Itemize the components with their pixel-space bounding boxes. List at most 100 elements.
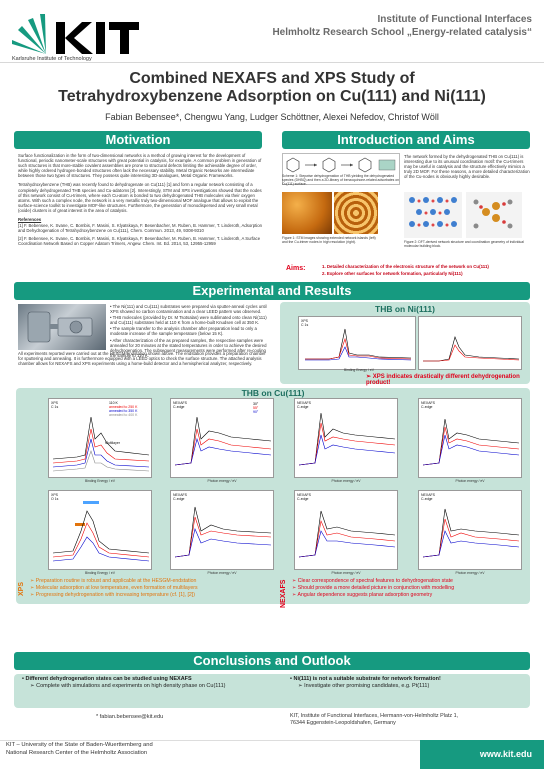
thb-ni-title: THB on Ni(111) bbox=[375, 304, 435, 314]
nexafs-finding-1: ➢ Clear correspondence of spectral featu… bbox=[292, 578, 453, 584]
nexafs-2-xlabel: Photon energy / eV bbox=[331, 479, 361, 483]
legend-350k: annealed to 350 K bbox=[109, 409, 138, 413]
nexafs-graph-2: NEXAFS C-edge bbox=[294, 398, 398, 478]
ni-xps-graph-2 bbox=[418, 316, 522, 370]
aim-1: 1. Detailed characterization of the elec… bbox=[322, 264, 489, 269]
legend-55: 55° bbox=[253, 406, 259, 410]
nexafs-3-label-2: C-edge bbox=[421, 405, 433, 409]
section-header-experimental: Experimental and Results bbox=[14, 282, 530, 300]
nexafs-graph-3: NEXAFS C-edge bbox=[418, 398, 522, 478]
references-heading: References bbox=[18, 217, 42, 223]
exp-bullet-1: • The Ni(111) and Cu(111) substrates wer… bbox=[110, 304, 267, 315]
nexafs-4-curves bbox=[174, 506, 272, 558]
nexafs-3-xlabel: Photon energy / eV bbox=[455, 479, 485, 483]
reference-1: [1] F. Bebensee, K. Svane, C. Bombis, F.… bbox=[18, 223, 263, 234]
legend-30: 30° bbox=[253, 402, 259, 406]
logo-subtitle: Karlsruhe Institute of Technology bbox=[12, 56, 92, 62]
nexafs-6-xlabel: Photon energy / eV bbox=[455, 571, 485, 575]
exp-bullet-3: • The sample transfer to the analysis ch… bbox=[110, 326, 257, 337]
setup-description: All experiments reported were carried ou… bbox=[18, 351, 266, 367]
address-line-1: KIT, Institute of Functional Interfaces,… bbox=[290, 713, 459, 719]
nexafs-3-curves bbox=[422, 418, 520, 466]
ni-xps-curves bbox=[305, 328, 412, 361]
legend-400k: annealed to 400 K bbox=[109, 413, 138, 417]
conclusion-left: • Different dehydrogenation states can b… bbox=[22, 676, 272, 690]
figure-2-caption: Figure 2: DFT-derived network structure … bbox=[404, 240, 524, 248]
thb-cu-title: THB on Cu(111) bbox=[241, 388, 305, 398]
endstation-graphic bbox=[27, 311, 93, 343]
multilayer-annotation: Multilayer bbox=[105, 441, 120, 445]
footer-line-2: National Research Center of the Helmholt… bbox=[6, 749, 148, 756]
xps-finding-1: ➢ Preparation routine is robust and appl… bbox=[30, 578, 197, 584]
nexafs-2-label-1: NEXAFS bbox=[297, 401, 312, 405]
reaction-scheme-graphic bbox=[286, 157, 396, 173]
nexafs-finding-2: ➢ Should provide a more detailed picture… bbox=[292, 585, 455, 591]
cu-xps-c-xlabel: Binding Energy / eV bbox=[85, 479, 115, 483]
bullet-icon: • bbox=[110, 326, 113, 332]
nexafs-finding-3: ➢ Angular dependence suggests planar ads… bbox=[292, 592, 433, 598]
kit-logo: Karlsruhe Institute of Technology bbox=[6, 8, 146, 70]
ni-xps-xlabel: Binding Energy / eV bbox=[344, 368, 374, 372]
xps-tag: XPS bbox=[18, 581, 25, 596]
address-line-2: 76344 Eggenstein-Leopoldshafen, Germany bbox=[290, 720, 396, 726]
motivation-body: Surface functionalization in the form of… bbox=[18, 153, 262, 247]
nexafs-4-xlabel: Photon energy / eV bbox=[207, 571, 237, 575]
institute-name: Institute of Functional Interfaces bbox=[377, 14, 532, 25]
author-list: Fabian Bebensee*, Chengwu Yang, Ludger S… bbox=[105, 112, 439, 122]
cu-xps-c-label-2: C 1s bbox=[51, 405, 59, 409]
nexafs-2-curves bbox=[298, 412, 396, 466]
bullet-icon: • bbox=[110, 337, 113, 343]
conclusion-1: • Different dehydrogenation states can b… bbox=[22, 676, 192, 682]
cu-xps-c1s-curves bbox=[52, 416, 150, 472]
exp-bullet-2: • THB molecules (provided by Dr. M Tsots… bbox=[110, 315, 267, 326]
nexafs-findings: ➢ Clear correspondence of spectral featu… bbox=[292, 578, 532, 599]
stm-image-highres bbox=[334, 192, 378, 234]
reference-2: [2] F. Bebensee, K. Svane, C. Bombis, F.… bbox=[18, 236, 261, 247]
contact-email[interactable]: * fabian.bebensee@kit.edu bbox=[96, 714, 164, 720]
research-school: Helmholtz Research School „Energy-relate… bbox=[272, 27, 532, 38]
conclusion-2a: ➢ Investigate other promising candidates… bbox=[298, 683, 430, 689]
nexafs-1-xlabel: Photon energy / eV bbox=[207, 479, 237, 483]
kit-url-link[interactable]: www.kit.edu bbox=[479, 749, 532, 759]
ni-xps-label-1: XPS bbox=[301, 319, 309, 323]
nexafs-5-label-1: NEXAFS bbox=[297, 493, 312, 497]
scheme-1-reaction bbox=[282, 153, 400, 185]
nexafs-4-label-2: C-edge bbox=[173, 497, 185, 501]
dft-network-model bbox=[404, 192, 462, 238]
legend-250k: annealed to 250 K bbox=[109, 405, 138, 409]
stm-image-overview bbox=[282, 192, 332, 234]
section-header-conclusions: Conclusions and Outlook bbox=[14, 652, 530, 670]
header-divider bbox=[0, 62, 544, 63]
nexafs-1-legend: 30° 55° 90° bbox=[253, 402, 258, 414]
nexafs-1-curves bbox=[174, 416, 272, 466]
cu-xps-o-xlabel: Binding Energy / eV bbox=[85, 571, 115, 575]
legend-90: 90° bbox=[253, 410, 259, 414]
title-line-2: Tetrahydroxybenzene Adsorption on Cu(111… bbox=[58, 88, 486, 105]
intro-text: The network formed by the dehydrogenated… bbox=[404, 154, 530, 180]
ni-xps-curves-2 bbox=[423, 336, 520, 362]
xps-findings: ➢ Preparation routine is robust and appl… bbox=[30, 578, 270, 599]
cu-xps-c1s-graph: XPS C 1s Multilayer 110 K annealed to 25… bbox=[48, 398, 152, 478]
nexafs-4-label-1: NEXAFS bbox=[173, 493, 188, 497]
nexafs-graph-5: NEXAFS C-edge bbox=[294, 490, 398, 570]
nexafs-graph-1: NEXAFS C-edge 30° 55° 90° bbox=[170, 398, 274, 478]
dft-network-graphic bbox=[409, 197, 457, 227]
nexafs-1-label-2: C-edge bbox=[173, 405, 185, 409]
poster-title: Combined NEXAFS and XPS Study of Tetrahy… bbox=[0, 70, 544, 106]
xps-finding-2: ➢ Molecular adsorption at low temperatur… bbox=[30, 585, 198, 591]
bullet-icon: • bbox=[110, 315, 113, 321]
nexafs-5-xlabel: Photon energy / eV bbox=[331, 571, 361, 575]
section-header-motivation: Motivation bbox=[14, 131, 262, 149]
legend-110k: 110 K bbox=[109, 401, 118, 405]
ni-xps-graph: XPS C 1s bbox=[298, 316, 416, 370]
cu-xps-o-label-1: XPS bbox=[51, 493, 59, 497]
nexafs-tag: NEXAFS bbox=[280, 579, 287, 608]
exp-bullet-4: • After characterization of the as prepa… bbox=[110, 337, 267, 358]
hesgm-endstation-photo bbox=[18, 304, 106, 350]
experimental-bullets: • The Ni(111) and Cu(111) substrates wer… bbox=[110, 304, 272, 358]
figure-1-caption: Figure 1: STM images showing extended ne… bbox=[282, 236, 376, 244]
nexafs-graph-6: NEXAFS C-edge bbox=[418, 490, 522, 570]
motivation-paragraph-1: Surface functionalization in the form of… bbox=[18, 153, 262, 179]
nexafs-5-label-2: C-edge bbox=[297, 497, 309, 501]
footer-affiliation: KIT – University of the State of Baden-W… bbox=[6, 742, 153, 757]
